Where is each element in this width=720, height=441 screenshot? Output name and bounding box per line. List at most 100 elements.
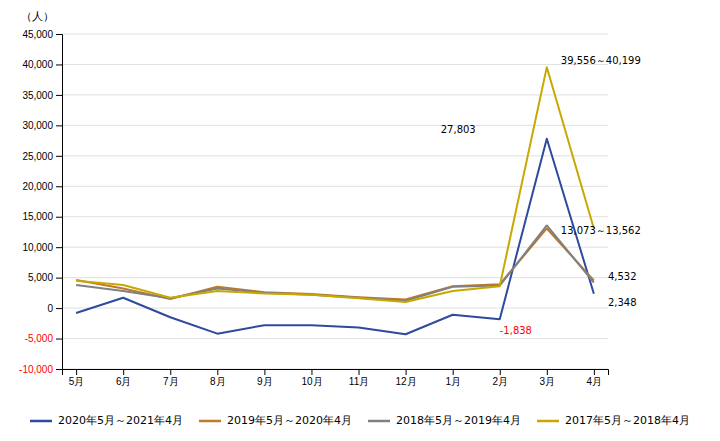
x-tick-mark xyxy=(594,369,595,375)
legend-item: 2019年5月～2020年4月 xyxy=(199,414,352,427)
y-tick-mark xyxy=(56,217,62,218)
y-tick-label: 40,000 xyxy=(22,59,53,70)
y-tick-label: 25,000 xyxy=(22,151,53,162)
y-tick-mark xyxy=(56,278,62,279)
x-tick-label: 7月 xyxy=(163,376,179,387)
x-tick: 6月 xyxy=(116,369,132,387)
grid-line xyxy=(62,155,608,156)
x-tick-mark xyxy=(311,369,312,375)
y-tick-label: -5,000 xyxy=(25,333,54,344)
y-tick: 25,000 xyxy=(22,151,62,162)
x-tick-label: 5月 xyxy=(69,376,85,387)
legend-item: 2017年5月～2018年4月 xyxy=(537,414,690,427)
series-line xyxy=(76,67,594,302)
y-tick: 15,000 xyxy=(22,211,62,222)
y-tick-label: 0 xyxy=(47,303,53,314)
x-tick-mark xyxy=(500,369,501,375)
x-tick-label: 11月 xyxy=(349,376,369,387)
x-tick-mark xyxy=(264,369,265,375)
legend-swatch xyxy=(368,420,390,423)
legend-label: 2018年5月～2019年4月 xyxy=(396,414,521,427)
y-tick-mark xyxy=(56,125,62,126)
annotation: -1,838 xyxy=(500,325,532,336)
x-tick: 1月 xyxy=(445,369,461,387)
x-tick: 11月 xyxy=(349,369,369,387)
legend-swatch xyxy=(30,420,52,423)
plot: -10,000 -5,000 0 5,000 10,000 15,000 20,000 25,… xyxy=(19,29,641,387)
grid-line xyxy=(62,94,608,95)
y-tick-mark xyxy=(56,34,62,35)
y-tick: -5,000 xyxy=(25,333,62,344)
y-tick-mark xyxy=(56,308,62,309)
x-tick-label: 9月 xyxy=(257,376,273,387)
x-tick-mark xyxy=(359,369,360,375)
y-tick-label: -10,000 xyxy=(19,364,53,375)
legend: 2020年5月～2021年4月 2019年5月～2020年4月 2018年5月～20… xyxy=(30,414,690,427)
grid-line xyxy=(62,34,608,35)
y-tick-label: 35,000 xyxy=(22,90,53,101)
y-tick-label: 10,000 xyxy=(22,242,53,253)
y-axis-line xyxy=(56,35,63,370)
legend-item: 2020年5月～2021年4月 xyxy=(30,414,183,427)
legend-item: 2018年5月～2019年4月 xyxy=(368,414,521,427)
x-tick: 12月 xyxy=(396,369,417,387)
x-tick: 7月 xyxy=(163,369,179,387)
y-tick-mark xyxy=(56,156,62,157)
y-tick-mark xyxy=(56,95,62,96)
y-tick-label: 45,000 xyxy=(22,29,53,40)
annotations: 27,803-1,83839,556～40,19913,073～13,5624,… xyxy=(441,55,641,336)
x-tick-label: 8月 xyxy=(210,376,226,387)
y-axis-title: （人） xyxy=(21,10,54,23)
y-tick-mark xyxy=(56,64,62,65)
x-tick-mark xyxy=(123,369,124,375)
y-tick-mark xyxy=(56,369,62,370)
series-line xyxy=(76,139,594,335)
y-tick: 10,000 xyxy=(22,242,62,253)
x-tick-label: 3月 xyxy=(540,376,556,387)
x-tick-label: 4月 xyxy=(587,376,603,387)
x-tick-label: 6月 xyxy=(116,376,132,387)
annotation: 27,803 xyxy=(441,124,476,135)
grid-line xyxy=(62,64,608,65)
y-tick: 0 xyxy=(47,303,62,314)
x-tick-label: 1月 xyxy=(445,376,461,387)
y-tick: 45,000 xyxy=(22,29,62,40)
grid-line xyxy=(62,186,608,187)
x-tick-mark xyxy=(76,369,77,375)
legend-swatch xyxy=(537,420,559,423)
annotation: 2,348 xyxy=(608,297,637,308)
x-tick-mark xyxy=(453,369,454,375)
grid-line xyxy=(62,277,608,278)
y-tick-label: 5,000 xyxy=(28,272,53,283)
x-tick-mark xyxy=(547,369,548,375)
chart: -10,000 -5,000 0 5,000 10,000 15,000 20,000 25,… xyxy=(0,0,720,441)
y-tick-mark xyxy=(56,339,62,340)
x-tick-label: 2月 xyxy=(492,376,508,387)
y-tick: 5,000 xyxy=(28,272,62,283)
x-axis-line xyxy=(63,370,609,376)
y-tick: 30,000 xyxy=(22,120,62,131)
x-tick-mark xyxy=(217,369,218,375)
grid-line xyxy=(62,247,608,248)
annotation: 39,556～40,199 xyxy=(561,55,641,66)
series-group xyxy=(76,67,594,334)
x-tick-label: 12月 xyxy=(396,376,417,387)
annotation: 13,073～13,562 xyxy=(561,225,641,236)
x-tick-label: 10月 xyxy=(301,376,322,387)
x-axis: 5月 6月 7月 8月 9月 10月 11月 12月 1月 2月 3月 4月 xyxy=(63,369,609,387)
y-tick-mark xyxy=(56,186,62,187)
y-tick: -10,000 xyxy=(19,364,62,375)
x-tick: 8月 xyxy=(210,369,226,387)
y-tick: 20,000 xyxy=(22,181,62,192)
x-tick: 9月 xyxy=(257,369,273,387)
series-line xyxy=(76,225,594,300)
y-tick-mark xyxy=(56,247,62,248)
x-tick-mark xyxy=(170,369,171,375)
x-tick: 10月 xyxy=(301,369,322,387)
grid-line xyxy=(62,308,608,309)
legend-swatch xyxy=(199,420,221,423)
x-tick-mark xyxy=(406,369,407,375)
legend-label: 2017年5月～2018年4月 xyxy=(565,414,690,427)
x-tick: 5月 xyxy=(69,369,85,387)
grid-line xyxy=(62,125,608,126)
